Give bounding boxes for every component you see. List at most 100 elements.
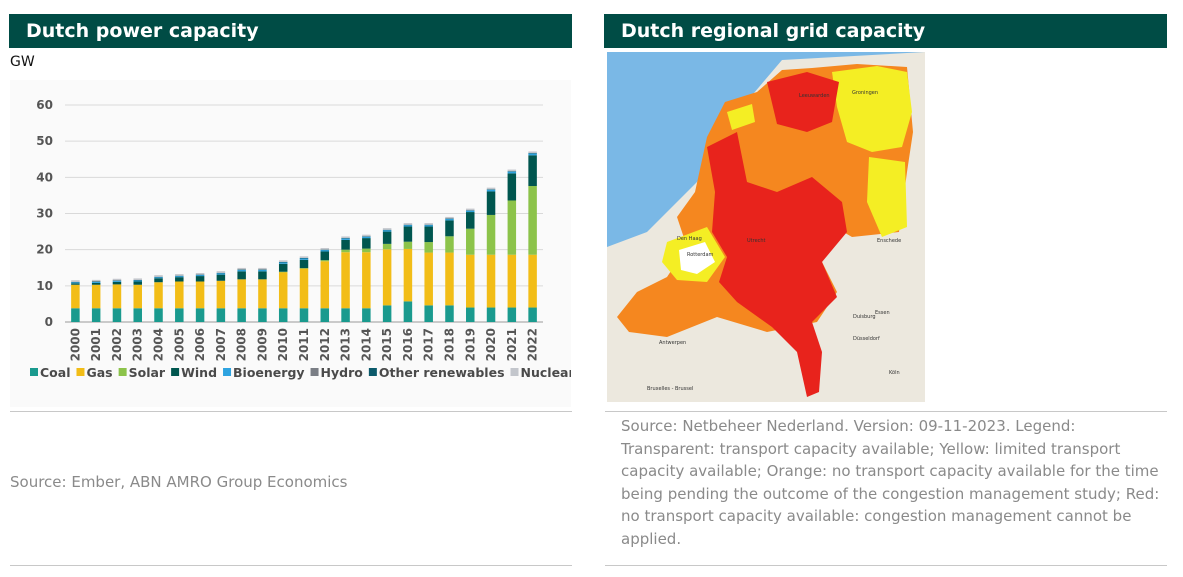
map-label-antwerpen: Antwerpen: [659, 340, 686, 346]
y-tick-label: 50: [36, 134, 53, 148]
map-region-yellow-east: [867, 157, 907, 237]
legend-label: Solar: [129, 365, 166, 380]
bar-segment-solar: [528, 186, 537, 255]
bar-segment-other-renewables: [528, 153, 537, 154]
bar-segment-wind: [91, 282, 101, 285]
bar-segment-coal: [424, 305, 433, 322]
bar-segment-nuclear: [320, 248, 330, 250]
bar-segment-coal: [258, 308, 267, 322]
divider: [605, 565, 1167, 566]
x-tick-label: 2007: [214, 328, 228, 361]
map-label-utrecht: Utrecht: [747, 238, 766, 244]
bar-segment-gas: [112, 284, 122, 309]
bar-segment-other-renewables: [445, 218, 454, 220]
map-region-red-north: [767, 72, 839, 132]
bar-segment-bioenergy: [112, 280, 122, 282]
bar-segment-wind: [258, 271, 267, 280]
bar-segment-bioenergy: [175, 276, 184, 278]
x-tick-label: 2014: [359, 328, 373, 361]
bar-segment-solar: [466, 228, 475, 255]
bar-segment-wind: [154, 278, 163, 283]
x-tick-label: 2018: [442, 328, 456, 361]
bar-segment-other-renewables: [154, 276, 163, 278]
chart-background: [10, 80, 571, 407]
bar-segment-wind: [237, 271, 246, 280]
legend-swatch: [368, 368, 377, 376]
bar-segment-nuclear: [216, 271, 226, 273]
bar-segment-nuclear: [403, 223, 413, 225]
bar-segment-other-renewables: [278, 261, 288, 263]
x-tick-label: 2008: [235, 328, 249, 361]
bar-segment-wind: [424, 226, 433, 243]
legend-label: Nuclear: [521, 365, 571, 380]
x-tick-label: 2017: [422, 328, 436, 361]
bar-segment-gas: [91, 284, 101, 309]
bar-segment-gas: [403, 248, 413, 302]
bar-segment-other-renewables: [403, 224, 413, 226]
right-panel-title: Dutch regional grid capacity: [604, 14, 1167, 48]
bar-segment-coal: [175, 308, 184, 322]
bar-segment-solar: [382, 243, 392, 250]
bar-segment-coal: [362, 308, 371, 322]
bar-segment-coal: [382, 305, 392, 322]
bar-segment-wind: [466, 212, 475, 229]
bar-segment-gas: [486, 254, 496, 308]
bar-segment-nuclear: [341, 236, 350, 239]
bar-segment-other-renewables: [362, 236, 371, 237]
legend-swatch: [510, 368, 519, 376]
x-tick-label: 2010: [276, 328, 290, 361]
map-label-enschede: Enschede: [877, 238, 901, 244]
x-tick-label: 2013: [339, 328, 353, 361]
bar-segment-other-renewables: [320, 249, 330, 251]
bar-segment-nuclear: [258, 267, 267, 270]
bar-segment-wind: [486, 191, 496, 215]
legend-swatch: [310, 368, 319, 376]
bar-segment-gas: [362, 252, 371, 309]
x-tick-label: 2016: [401, 328, 415, 361]
bar-segment-coal: [320, 308, 330, 322]
x-tick-label: 2003: [131, 328, 145, 361]
legend-label: Wind: [181, 365, 217, 380]
bar-segment-wind: [341, 239, 350, 250]
bar-segment-wind: [320, 251, 330, 261]
divider: [10, 411, 572, 412]
bar-segment-gas: [71, 284, 80, 309]
bar-segment-solar: [486, 214, 496, 255]
bar-segment-wind: [507, 173, 517, 201]
bar-segment-solar: [507, 200, 517, 255]
bar-segment-other-renewables: [112, 280, 122, 281]
bar-segment-wind: [278, 263, 288, 272]
left-source-note: Source: Ember, ABN AMRO Group Economics: [10, 473, 348, 491]
bar-segment-bioenergy: [237, 269, 246, 272]
left-panel-title: Dutch power capacity: [9, 14, 572, 48]
bar-segment-nuclear: [362, 234, 371, 237]
bar-segment-gas: [175, 281, 184, 309]
map-label-dusseldorf: Düsseldorf: [853, 336, 880, 342]
bar-segment-bioenergy: [320, 250, 330, 252]
map-label-groningen: Groningen: [852, 90, 878, 96]
x-tick-label: 2015: [380, 328, 394, 361]
bar-segment-gas: [528, 254, 537, 308]
bar-segment-other-renewables: [195, 274, 205, 276]
bar-segment-gas: [133, 284, 142, 309]
bar-segment-nuclear: [91, 279, 101, 282]
legend-swatch: [223, 368, 232, 376]
bar-segment-other-renewables: [91, 281, 101, 282]
x-tick-label: 2002: [110, 328, 124, 361]
bar-segment-bioenergy: [91, 281, 101, 283]
y-tick-label: 60: [36, 98, 53, 112]
right-source-note: Source: Netbeheer Nederland. Version: 09…: [621, 417, 1160, 548]
bar-segment-other-renewables: [299, 257, 309, 259]
bar-segment-bioenergy: [216, 273, 226, 275]
bar-segment-solar: [403, 241, 413, 249]
map-region-red: [707, 132, 847, 397]
map-label-brussel: Bruxelles - Brussel: [647, 386, 693, 392]
bar-segment-solar: [424, 242, 433, 253]
bar-segment-coal: [528, 307, 537, 322]
x-tick-label: 2009: [255, 328, 269, 361]
map-label-duisburg: Duisburg: [853, 314, 876, 320]
bar-segment-gas: [278, 272, 288, 309]
bar-segment-coal: [112, 308, 122, 322]
bar-segment-wind: [71, 283, 80, 285]
bar-segment-bioenergy: [299, 258, 309, 260]
